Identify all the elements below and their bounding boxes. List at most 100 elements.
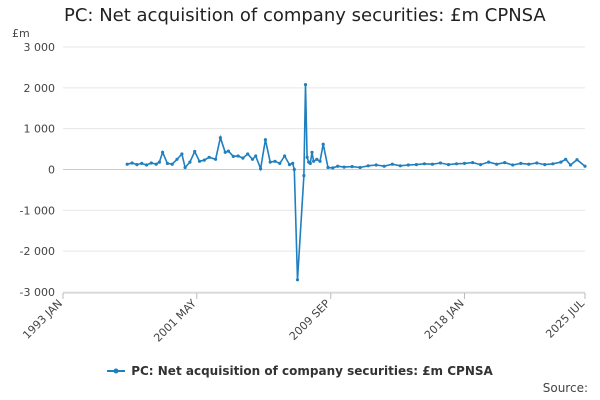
chart-title: PC: Net acquisition of company securitie… bbox=[64, 5, 546, 26]
data-point[interactable] bbox=[259, 167, 263, 171]
data-point[interactable] bbox=[161, 150, 165, 154]
data-point[interactable] bbox=[135, 163, 139, 167]
y-axis-ticks: 3 000 2 000 1 000 0 -1 000 -2 000 -3 000 bbox=[20, 41, 55, 299]
data-point[interactable] bbox=[495, 162, 499, 166]
data-point[interactable] bbox=[366, 164, 370, 168]
data-point[interactable] bbox=[342, 165, 346, 169]
data-point[interactable] bbox=[350, 165, 354, 169]
data-point[interactable] bbox=[471, 161, 475, 165]
gridlines bbox=[63, 46, 585, 293]
data-point[interactable] bbox=[188, 160, 192, 164]
x-tick-label: 2009 SEP bbox=[287, 297, 333, 343]
y-tick-label: 1 000 bbox=[24, 123, 56, 136]
data-point[interactable] bbox=[295, 278, 300, 282]
data-point[interactable] bbox=[165, 161, 169, 165]
data-point[interactable] bbox=[358, 165, 362, 170]
data-point[interactable] bbox=[175, 157, 179, 161]
data-point[interactable] bbox=[303, 83, 308, 87]
data-point[interactable] bbox=[236, 154, 240, 158]
data-point[interactable] bbox=[180, 152, 184, 156]
data-point[interactable] bbox=[144, 163, 149, 167]
data-point[interactable] bbox=[193, 149, 197, 154]
y-tick-label: -1 000 bbox=[20, 204, 55, 217]
data-point[interactable] bbox=[197, 159, 202, 163]
data-point[interactable] bbox=[140, 161, 144, 165]
data-point[interactable] bbox=[305, 155, 309, 159]
x-axis-ticks: 1993 JAN 2001 MAY 2009 SEP 2018 JAN 2025 JUL bbox=[20, 292, 588, 345]
data-point[interactable] bbox=[125, 162, 129, 166]
data-point[interactable] bbox=[535, 161, 539, 165]
data-point[interactable] bbox=[254, 154, 258, 158]
data-point[interactable] bbox=[519, 161, 523, 165]
data-point[interactable] bbox=[336, 164, 340, 168]
data-point[interactable] bbox=[454, 162, 459, 166]
data-point[interactable] bbox=[202, 158, 206, 162]
data-point[interactable] bbox=[170, 162, 174, 166]
data-point[interactable] bbox=[292, 167, 296, 172]
data-point[interactable] bbox=[527, 162, 531, 166]
data-point[interactable] bbox=[278, 161, 282, 165]
data-point[interactable] bbox=[291, 161, 295, 165]
data-point[interactable] bbox=[268, 160, 272, 164]
data-point[interactable] bbox=[250, 157, 255, 161]
data-point[interactable] bbox=[543, 163, 547, 167]
data-point[interactable] bbox=[149, 161, 153, 165]
data-point[interactable] bbox=[218, 136, 222, 140]
data-point[interactable] bbox=[390, 162, 394, 166]
data-point[interactable] bbox=[287, 163, 292, 167]
data-point[interactable] bbox=[414, 163, 418, 167]
data-point[interactable] bbox=[308, 161, 312, 165]
data-point[interactable] bbox=[559, 160, 563, 164]
data-point[interactable] bbox=[398, 164, 402, 168]
data-point[interactable] bbox=[273, 159, 277, 163]
data-point[interactable] bbox=[551, 162, 555, 166]
source-label: Source: bbox=[542, 381, 588, 395]
y-tick-label: 0 bbox=[48, 164, 55, 177]
data-point[interactable] bbox=[331, 166, 335, 170]
data-point[interactable] bbox=[568, 163, 573, 167]
data-point[interactable] bbox=[438, 161, 442, 165]
data-point[interactable] bbox=[462, 161, 467, 165]
data-point[interactable] bbox=[154, 162, 158, 166]
data-point[interactable] bbox=[511, 163, 515, 167]
data-point[interactable] bbox=[246, 152, 250, 156]
data-point[interactable] bbox=[430, 162, 434, 166]
data-point[interactable] bbox=[283, 154, 287, 158]
data-point[interactable] bbox=[312, 159, 316, 163]
data-point[interactable] bbox=[241, 156, 245, 160]
data-point[interactable] bbox=[326, 165, 330, 170]
data-point[interactable] bbox=[503, 161, 507, 165]
data-point[interactable] bbox=[157, 160, 161, 164]
data-point[interactable] bbox=[130, 161, 134, 165]
x-tick-label: 2001 MAY bbox=[151, 297, 199, 345]
data-point[interactable] bbox=[214, 157, 218, 161]
legend-swatch bbox=[107, 368, 126, 374]
data-point[interactable] bbox=[183, 165, 187, 170]
x-tick-label: 2018 JAN bbox=[422, 297, 467, 342]
data-point[interactable] bbox=[321, 142, 325, 146]
data-point[interactable] bbox=[302, 174, 306, 178]
data-point[interactable] bbox=[223, 150, 227, 154]
data-point[interactable] bbox=[422, 162, 426, 166]
data-point[interactable] bbox=[310, 150, 314, 154]
series-points bbox=[125, 83, 587, 282]
data-point[interactable] bbox=[374, 163, 378, 167]
legend: PC: Net acquisition of company securitie… bbox=[0, 364, 600, 378]
data-point[interactable] bbox=[575, 158, 579, 162]
data-point[interactable] bbox=[479, 163, 483, 167]
data-point[interactable] bbox=[446, 163, 451, 167]
data-point[interactable] bbox=[583, 164, 587, 168]
data-point[interactable] bbox=[231, 154, 235, 158]
data-point[interactable] bbox=[382, 164, 386, 168]
data-point[interactable] bbox=[564, 157, 568, 161]
data-point[interactable] bbox=[406, 163, 410, 167]
data-point[interactable] bbox=[315, 157, 319, 161]
data-point[interactable] bbox=[226, 149, 230, 153]
y-tick-label: 2 000 bbox=[24, 82, 56, 95]
series-line bbox=[127, 84, 586, 280]
data-point[interactable] bbox=[263, 138, 267, 142]
data-point[interactable] bbox=[318, 159, 322, 163]
data-point[interactable] bbox=[207, 155, 211, 159]
data-point[interactable] bbox=[487, 160, 491, 164]
